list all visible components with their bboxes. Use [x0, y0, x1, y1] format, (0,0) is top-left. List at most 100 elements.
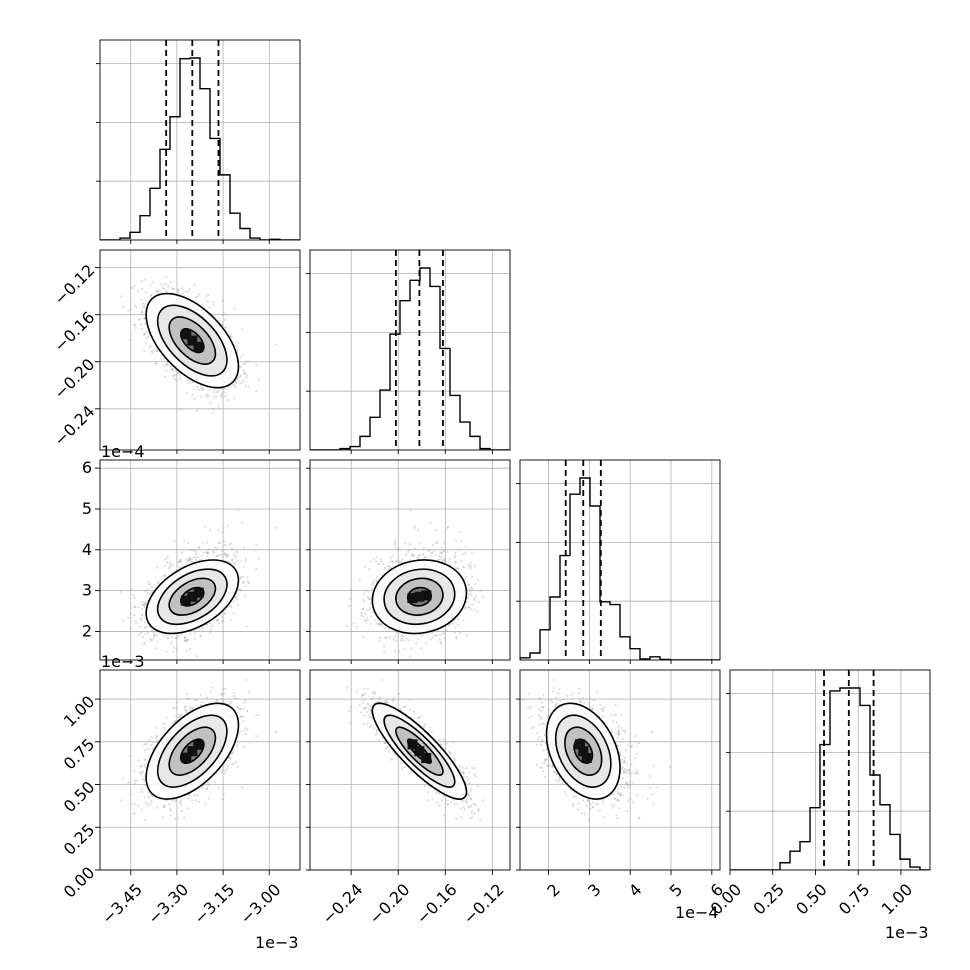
scatter-point: [369, 602, 372, 605]
scatter-point: [399, 639, 403, 642]
scatter-point: [156, 350, 159, 353]
scatter-point: [150, 293, 153, 296]
scatter-point: [141, 280, 144, 283]
scatter-point: [435, 634, 438, 637]
scatter-point: [187, 559, 190, 562]
scatter-point: [157, 582, 160, 585]
scatter-point: [441, 632, 444, 635]
scatter-point: [361, 608, 364, 611]
scatter-point: [211, 300, 214, 304]
scatter-point: [168, 567, 171, 570]
scatter-point: [232, 383, 236, 386]
scatter-point: [193, 397, 196, 400]
scatter-point: [179, 374, 182, 378]
scatter-point: [211, 411, 214, 414]
scatter-point: [470, 594, 473, 597]
scatter-point: [201, 542, 204, 545]
scatter-point: [474, 565, 477, 568]
scatter-point: [383, 566, 386, 570]
density-core: [181, 329, 204, 352]
scatter-point: [416, 528, 419, 532]
scatter-point: [207, 394, 210, 398]
scatter-point: [239, 356, 242, 359]
scatter-point: [360, 612, 363, 615]
scatter-point: [141, 310, 144, 314]
scatter-point: [148, 346, 151, 349]
scatter-point: [224, 543, 227, 547]
scatter-point: [419, 554, 422, 557]
scatter-point: [233, 307, 236, 310]
scatter-point: [179, 560, 182, 563]
scatter-point: [247, 385, 250, 388]
scatter-point: [225, 553, 228, 556]
scatter-point: [150, 591, 153, 594]
scatter-point: [172, 287, 175, 290]
scatter-point: [423, 556, 426, 559]
scatter-point: [425, 642, 428, 645]
scatter-point: [222, 311, 225, 314]
scatter-point: [122, 619, 125, 622]
scatter-point: [155, 647, 158, 650]
scatter-point: [394, 541, 397, 545]
scatter-point: [221, 531, 224, 534]
scatter-point: [455, 539, 458, 542]
scatter-point: [236, 377, 239, 380]
scatter-point: [149, 283, 152, 286]
scatter-point: [193, 548, 196, 552]
scatter-point: [378, 639, 381, 642]
scatter-point: [184, 639, 187, 642]
scatter-point: [165, 363, 168, 366]
panel-3-0: [99, 669, 301, 871]
scatter-point: [370, 587, 373, 590]
scatter-point: [146, 592, 149, 595]
scatter-point: [468, 593, 471, 596]
scatter-point: [166, 561, 169, 564]
scatter-point: [217, 541, 220, 545]
scatter-point: [454, 554, 457, 557]
density-peak-cell: [414, 591, 425, 602]
scatter-point: [161, 575, 164, 578]
scatter-point: [366, 590, 369, 593]
scatter-point: [183, 639, 186, 642]
scatter-point: [155, 347, 158, 350]
scatter-point: [411, 554, 414, 558]
scatter-point: [229, 542, 232, 545]
scatter-point: [122, 305, 125, 308]
scatter-point: [143, 603, 146, 606]
scatter-point: [195, 655, 198, 658]
scatter-point: [407, 639, 410, 642]
scatter-point: [130, 286, 133, 289]
scatter-point: [188, 558, 192, 562]
scatter-point: [144, 626, 147, 630]
scatter-point: [220, 396, 223, 399]
scatter-point: [151, 629, 154, 633]
scatter-point: [132, 287, 135, 290]
scatter-point: [464, 607, 467, 610]
scatter-point: [380, 560, 383, 563]
scatter-point: [178, 559, 181, 562]
scatter-point: [187, 559, 190, 563]
scatter-point: [220, 393, 223, 396]
scatter-point: [413, 525, 416, 528]
scatter-point: [186, 638, 189, 641]
scatter-point: [168, 562, 172, 565]
scatter-point: [446, 550, 449, 553]
scatter-point: [201, 388, 204, 391]
scatter-point: [228, 543, 231, 546]
scatter-point: [238, 375, 241, 378]
scatter-point: [141, 614, 144, 617]
scatter-point: [224, 326, 227, 329]
scatter-point: [186, 639, 189, 642]
scatter-point: [155, 633, 158, 637]
scatter-point: [207, 552, 210, 555]
scatter-point: [442, 559, 445, 562]
scatter-point: [467, 566, 470, 569]
scatter-point: [206, 784, 209, 787]
scatter-point: [129, 612, 132, 615]
scatter-point: [457, 617, 460, 620]
scatter-point: [133, 597, 136, 600]
scatter-point: [144, 322, 147, 326]
scatter-point: [244, 560, 247, 563]
scatter-point: [145, 626, 148, 629]
scatter-point: [243, 594, 246, 598]
